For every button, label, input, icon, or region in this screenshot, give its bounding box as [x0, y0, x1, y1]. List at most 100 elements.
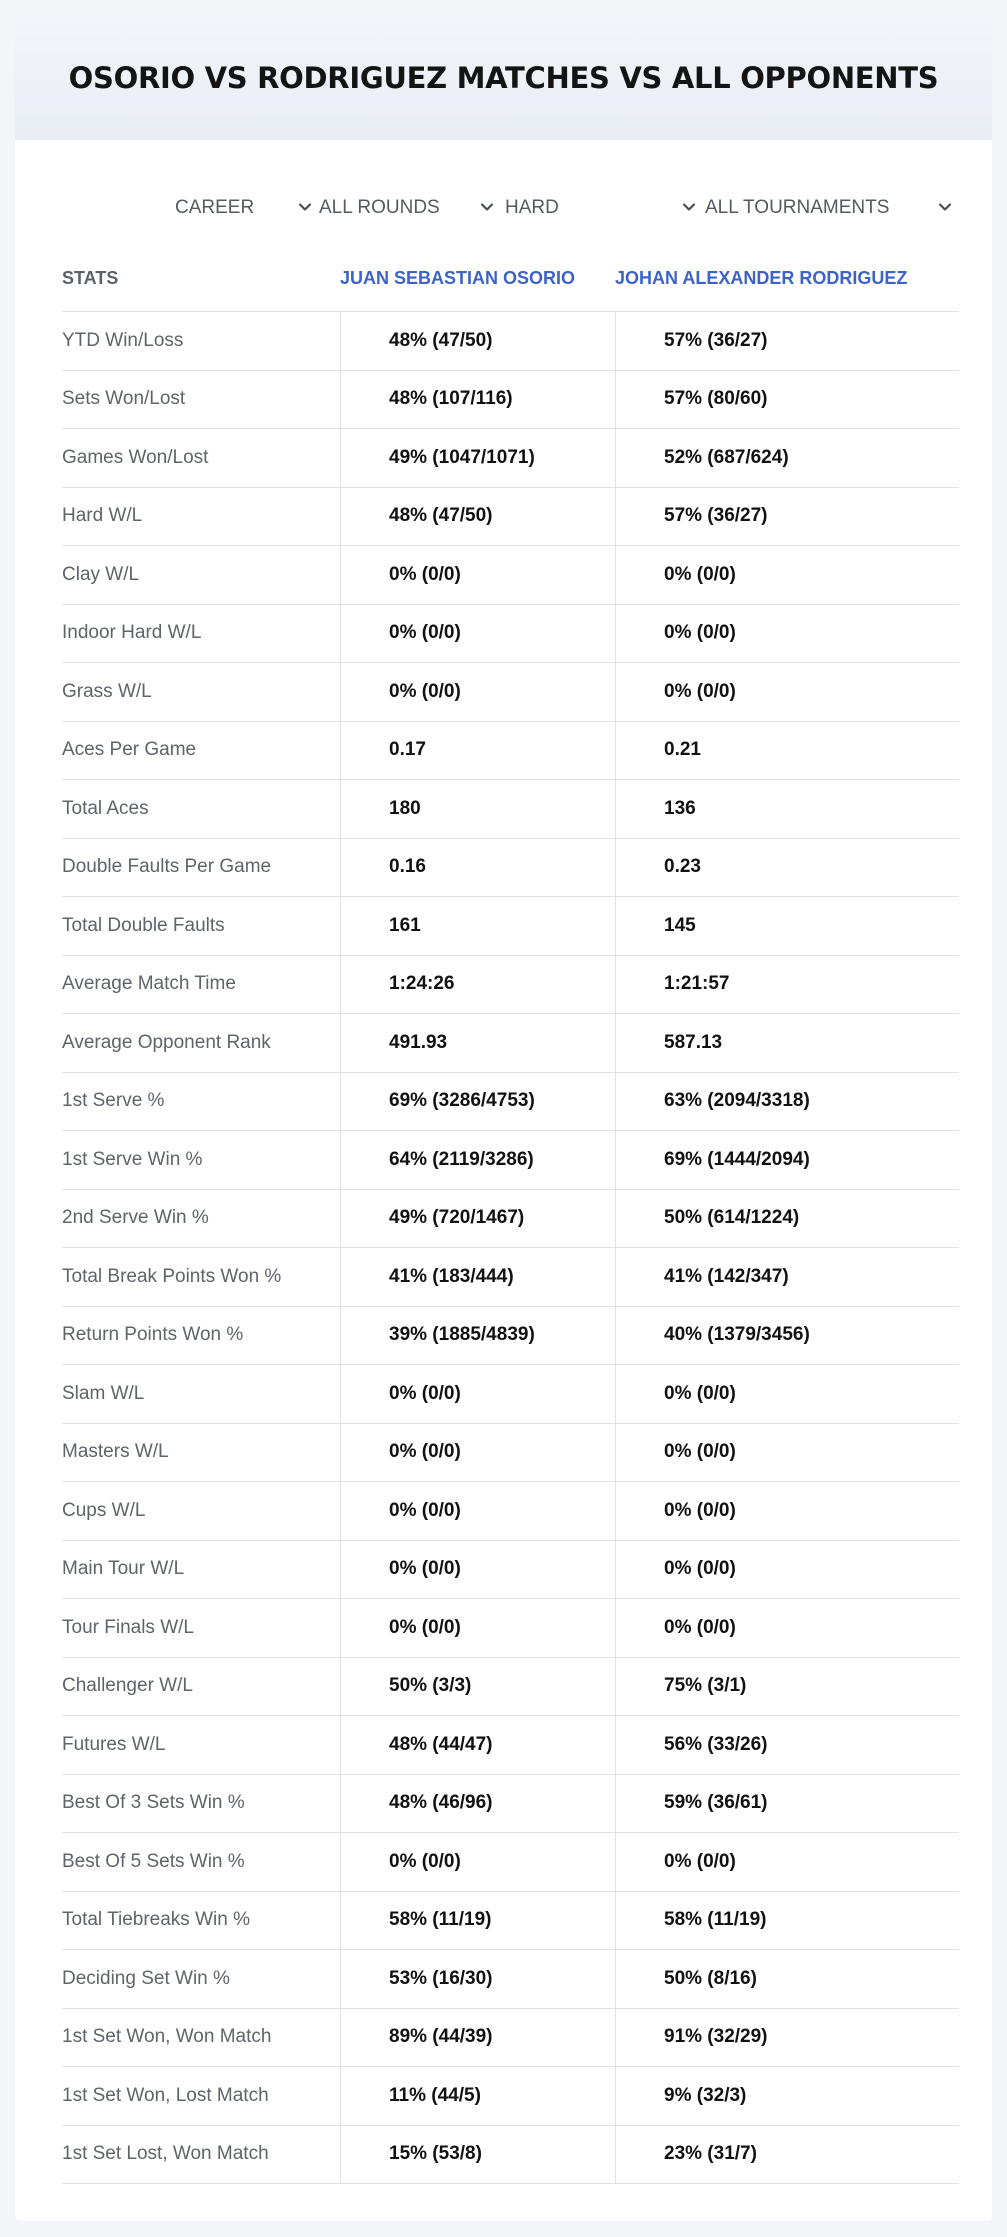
player2-value: 0% (0/0) [615, 1599, 959, 1657]
chevron-down-icon [295, 197, 315, 217]
stat-label: Total Double Faults [62, 914, 225, 936]
player1-value: 39% (1885/4839) [340, 1306, 615, 1364]
period-select[interactable]: CAREER [175, 188, 315, 228]
rounds-select[interactable]: ALL ROUNDS [319, 188, 497, 228]
table-row: Deciding Set Win % 53% (16/30) 50% (8/16) [62, 1950, 959, 2009]
stat-label: Challenger W/L [62, 1675, 193, 1697]
surface-select-value: HARD [505, 197, 559, 218]
player2-value: 0.21 [615, 721, 959, 779]
player1-value: 11% (44/5) [340, 2067, 615, 2125]
stat-label: Grass W/L [62, 680, 152, 702]
table-row: Challenger W/L 50% (3/3) 75% (3/1) [62, 1657, 959, 1716]
chevron-down-icon [679, 197, 699, 217]
player2-value: 57% (80/60) [615, 370, 959, 428]
card-header: OSORIO VS RODRIGUEZ MATCHES VS ALL OPPON… [15, 16, 992, 140]
stat-label: YTD Win/Loss [62, 329, 184, 351]
stat-label: Slam W/L [62, 1382, 145, 1404]
player1-value: 0.17 [340, 721, 615, 779]
player1-value: 0% (0/0) [340, 1365, 615, 1423]
stat-label: Total Aces [62, 797, 149, 819]
stat-label: 1st Set Won, Lost Match [62, 2084, 269, 2106]
player1-value: 15% (53/8) [340, 2125, 615, 2183]
player1-value: 0% (0/0) [340, 604, 615, 662]
tournaments-select[interactable]: ALL TOURNAMENTS [705, 188, 955, 228]
table-row: Slam W/L 0% (0/0) 0% (0/0) [62, 1365, 959, 1424]
table-row: Main Tour W/L 0% (0/0) 0% (0/0) [62, 1540, 959, 1599]
stat-label: Average Match Time [62, 973, 236, 995]
tournaments-select-value: ALL TOURNAMENTS [705, 197, 890, 218]
table-body: YTD Win/Loss 48% (47/50) 57% (36/27) Sets W… [62, 312, 959, 2184]
player2-value: 0% (0/0) [615, 546, 959, 604]
table-row: YTD Win/Loss 48% (47/50) 57% (36/27) [62, 312, 959, 371]
player2-value: 58% (11/19) [615, 1891, 959, 1949]
player2-value: 57% (36/27) [615, 487, 959, 545]
stat-label: Games Won/Lost [62, 446, 209, 468]
stat-label: Hard W/L [62, 505, 143, 527]
player1-value: 0.16 [340, 838, 615, 896]
player1-value: 53% (16/30) [340, 1950, 615, 2008]
stat-label: Main Tour W/L [62, 1558, 185, 1580]
stat-label: Indoor Hard W/L [62, 622, 202, 644]
player2-value: 40% (1379/3456) [615, 1306, 959, 1364]
table-row: Best Of 5 Sets Win % 0% (0/0) 0% (0/0) [62, 1833, 959, 1892]
table-row: Average Opponent Rank 491.93 587.13 [62, 1014, 959, 1073]
player2-value: 50% (614/1224) [615, 1189, 959, 1247]
chevron-down-icon [935, 197, 955, 217]
table-row: Sets Won/Lost 48% (107/116) 57% (80/60) [62, 370, 959, 429]
period-select-value: CAREER [175, 197, 255, 218]
player1-value: 69% (3286/4753) [340, 1072, 615, 1130]
player2-value: 0% (0/0) [615, 604, 959, 662]
player2-value: 0% (0/0) [615, 1833, 959, 1891]
player2-value: 56% (33/26) [615, 1716, 959, 1774]
table-row: 1st Set Won, Won Match 89% (44/39) 91% (32… [62, 2008, 959, 2067]
table-row: Masters W/L 0% (0/0) 0% (0/0) [62, 1423, 959, 1482]
player2-value: 91% (32/29) [615, 2008, 959, 2066]
table-row: Total Aces 180 136 [62, 780, 959, 839]
table-row: 1st Serve Win % 64% (2119/3286) 69% (1444/… [62, 1131, 959, 1190]
table-row: Return Points Won % 39% (1885/4839) 40% (1… [62, 1306, 959, 1365]
table-row: Total Tiebreaks Win % 58% (11/19) 58% (11/… [62, 1891, 959, 1950]
stat-label: Average Opponent Rank [62, 1031, 271, 1053]
stat-label: Masters W/L [62, 1441, 169, 1463]
table-row: Hard W/L 48% (47/50) 57% (36/27) [62, 487, 959, 546]
player2-value: 59% (36/61) [615, 1774, 959, 1832]
player1-value: 48% (46/96) [340, 1774, 615, 1832]
table-row: Best Of 3 Sets Win % 48% (46/96) 59% (36/6… [62, 1774, 959, 1833]
stat-label: Aces Per Game [62, 739, 197, 761]
player1-value: 0% (0/0) [340, 1833, 615, 1891]
player1-value: 64% (2119/3286) [340, 1131, 615, 1189]
player2-value: 0% (0/0) [615, 1482, 959, 1540]
stat-label: Futures W/L [62, 1733, 166, 1755]
stat-label: 2nd Serve Win % [62, 1207, 209, 1229]
player2-value: 9% (32/3) [615, 2067, 959, 2125]
surface-select[interactable]: HARD [505, 188, 699, 228]
player2-value: 0% (0/0) [615, 1365, 959, 1423]
table-row: Tour Finals W/L 0% (0/0) 0% (0/0) [62, 1599, 959, 1658]
player1-value: 0% (0/0) [340, 663, 615, 721]
player1-value: 0% (0/0) [340, 546, 615, 604]
player1-value: 48% (47/50) [340, 312, 615, 370]
stats-column-header: STATS [62, 268, 119, 288]
player2-link[interactable]: JOHAN ALEXANDER RODRIGUEZ [615, 268, 908, 288]
player1-link[interactable]: JUAN SEBASTIAN OSORIO [340, 268, 576, 288]
table-row: Total Double Faults 161 145 [62, 897, 959, 956]
table-row: Aces Per Game 0.17 0.21 [62, 721, 959, 780]
player2-value: 52% (687/624) [615, 429, 959, 487]
player2-value: 57% (36/27) [615, 312, 959, 370]
stat-label: Best Of 5 Sets Win % [62, 1850, 245, 1872]
player1-value: 41% (183/444) [340, 1248, 615, 1306]
stat-label: 1st Serve % [62, 1090, 165, 1112]
table-row: Double Faults Per Game 0.16 0.23 [62, 838, 959, 897]
stat-label: Deciding Set Win % [62, 1967, 230, 1989]
table-header: STATS JUAN SEBASTIAN OSORIO JOHAN ALEXAN… [62, 252, 959, 312]
table-row: Cups W/L 0% (0/0) 0% (0/0) [62, 1482, 959, 1541]
page-title: OSORIO VS RODRIGUEZ MATCHES VS ALL OPPON… [68, 61, 939, 95]
stat-label: Double Faults Per Game [62, 856, 272, 878]
stat-label: Best Of 3 Sets Win % [62, 1792, 245, 1814]
stat-label: Return Points Won % [62, 1324, 244, 1346]
stat-label: Tour Finals W/L [62, 1616, 194, 1638]
stat-label: 1st Set Won, Won Match [62, 2026, 272, 2048]
table-row: Games Won/Lost 49% (1047/1071) 52% (687/62… [62, 429, 959, 488]
player1-value: 1:24:26 [340, 955, 615, 1013]
player1-value: 180 [340, 780, 615, 838]
